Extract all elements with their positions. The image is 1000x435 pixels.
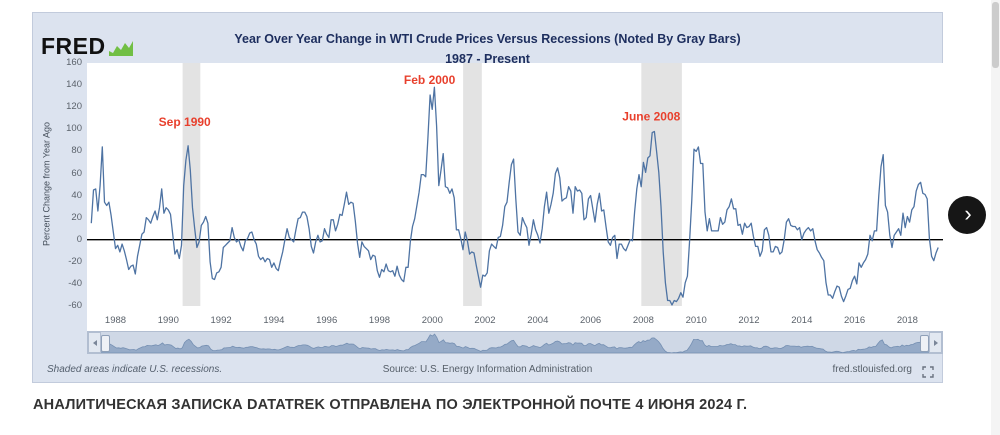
x-axis-label: 1992 <box>210 315 232 326</box>
x-axis-label: 2002 <box>474 315 496 326</box>
page-scrollbar[interactable] <box>991 0 1000 435</box>
x-axis-label: 2016 <box>844 315 866 326</box>
x-axis-label: 1990 <box>157 315 179 326</box>
y-axis: 160 140 120 100 80 60 40 20 0 -20 -40 -60 <box>49 58 82 311</box>
chart-title-line2: 1987 - Present <box>445 52 530 66</box>
fred-logo[interactable]: FRED <box>41 35 133 58</box>
x-axis: 1988 1990 1992 1994 1996 1998 2000 2002 2004 2006… <box>87 306 943 331</box>
caption-text: АНАЛИТИЧЕСКАЯ ЗАПИСКА DATATREK ОТПРАВЛЕН… <box>33 397 748 413</box>
x-axis-label: 2004 <box>527 315 549 326</box>
fullscreen-icon[interactable] <box>922 366 934 378</box>
plot-area[interactable]: Sep 1990 Feb 2000 June 2008 <box>87 63 943 306</box>
x-axis-label: 2000 <box>421 315 443 326</box>
fred-graph-icon <box>108 41 133 56</box>
navigator-area-chart <box>88 333 942 353</box>
y-axis-label: 120 <box>66 101 82 113</box>
x-axis-label: 2018 <box>896 315 918 326</box>
x-axis-label: 1994 <box>263 315 285 326</box>
wti-yoy-line-chart: Sep 1990 Feb 2000 June 2008 <box>87 63 943 306</box>
recession-shading-note: Shaded areas indicate U.S. recessions. <box>47 364 223 375</box>
y-axis-label: -60 <box>68 300 82 311</box>
navigator-right-handle[interactable] <box>920 335 929 352</box>
range-navigator[interactable] <box>87 331 943 354</box>
x-axis-label: 2006 <box>580 315 602 326</box>
left-arrow-icon <box>92 339 97 346</box>
chart-annotation: Sep 1990 <box>159 115 211 129</box>
recession-bar <box>463 63 482 306</box>
chart-annotation: Feb 2000 <box>404 73 456 87</box>
navigator-left-handle[interactable] <box>101 335 110 352</box>
x-axis-label: 1988 <box>104 315 127 326</box>
y-axis-label: 100 <box>66 123 82 135</box>
x-axis-label: 1998 <box>368 315 391 326</box>
chart-title: Year Over Year Change in WTI Crude Price… <box>93 29 882 69</box>
chart-title-line1: Year Over Year Change in WTI Crude Price… <box>234 32 741 46</box>
y-axis-label: -20 <box>68 255 82 267</box>
y-axis-label: 20 <box>71 211 82 223</box>
fred-logo-text: FRED <box>41 33 106 59</box>
x-axis-label: 2014 <box>791 315 813 326</box>
wti-yoy-series-line <box>90 86 939 306</box>
navigator-scroll-right-button[interactable] <box>929 332 942 353</box>
fred-chart-card: FRED Year Over Year Change in WTI Crude … <box>32 12 943 383</box>
x-axis-label: 2010 <box>685 315 707 326</box>
y-axis-label: 160 <box>66 57 82 68</box>
x-axis-label: 2012 <box>738 315 760 326</box>
y-axis-label: -40 <box>68 277 82 289</box>
navigator-area <box>88 333 942 353</box>
navigator-scroll-left-button[interactable] <box>88 332 101 353</box>
carousel-next-button[interactable]: › <box>948 196 986 234</box>
recession-bar <box>641 63 682 306</box>
y-axis-label: 140 <box>66 79 82 91</box>
x-axis-label: 2008 <box>632 315 654 326</box>
chevron-right-icon: › <box>964 200 972 226</box>
y-axis-label: 40 <box>71 189 82 201</box>
y-axis-label: 60 <box>71 167 82 179</box>
y-axis-label: 0 <box>76 233 82 245</box>
right-arrow-icon <box>933 339 938 346</box>
page-scrollbar-thumb[interactable] <box>992 2 999 68</box>
fred-site-link[interactable]: fred.stlouisfed.org <box>832 364 913 375</box>
data-source-note: Source: U.S. Energy Information Administ… <box>382 364 593 375</box>
x-axis-label: 1996 <box>316 315 338 326</box>
y-axis-label: 80 <box>71 145 82 157</box>
chart-annotation: June 2008 <box>622 109 680 123</box>
